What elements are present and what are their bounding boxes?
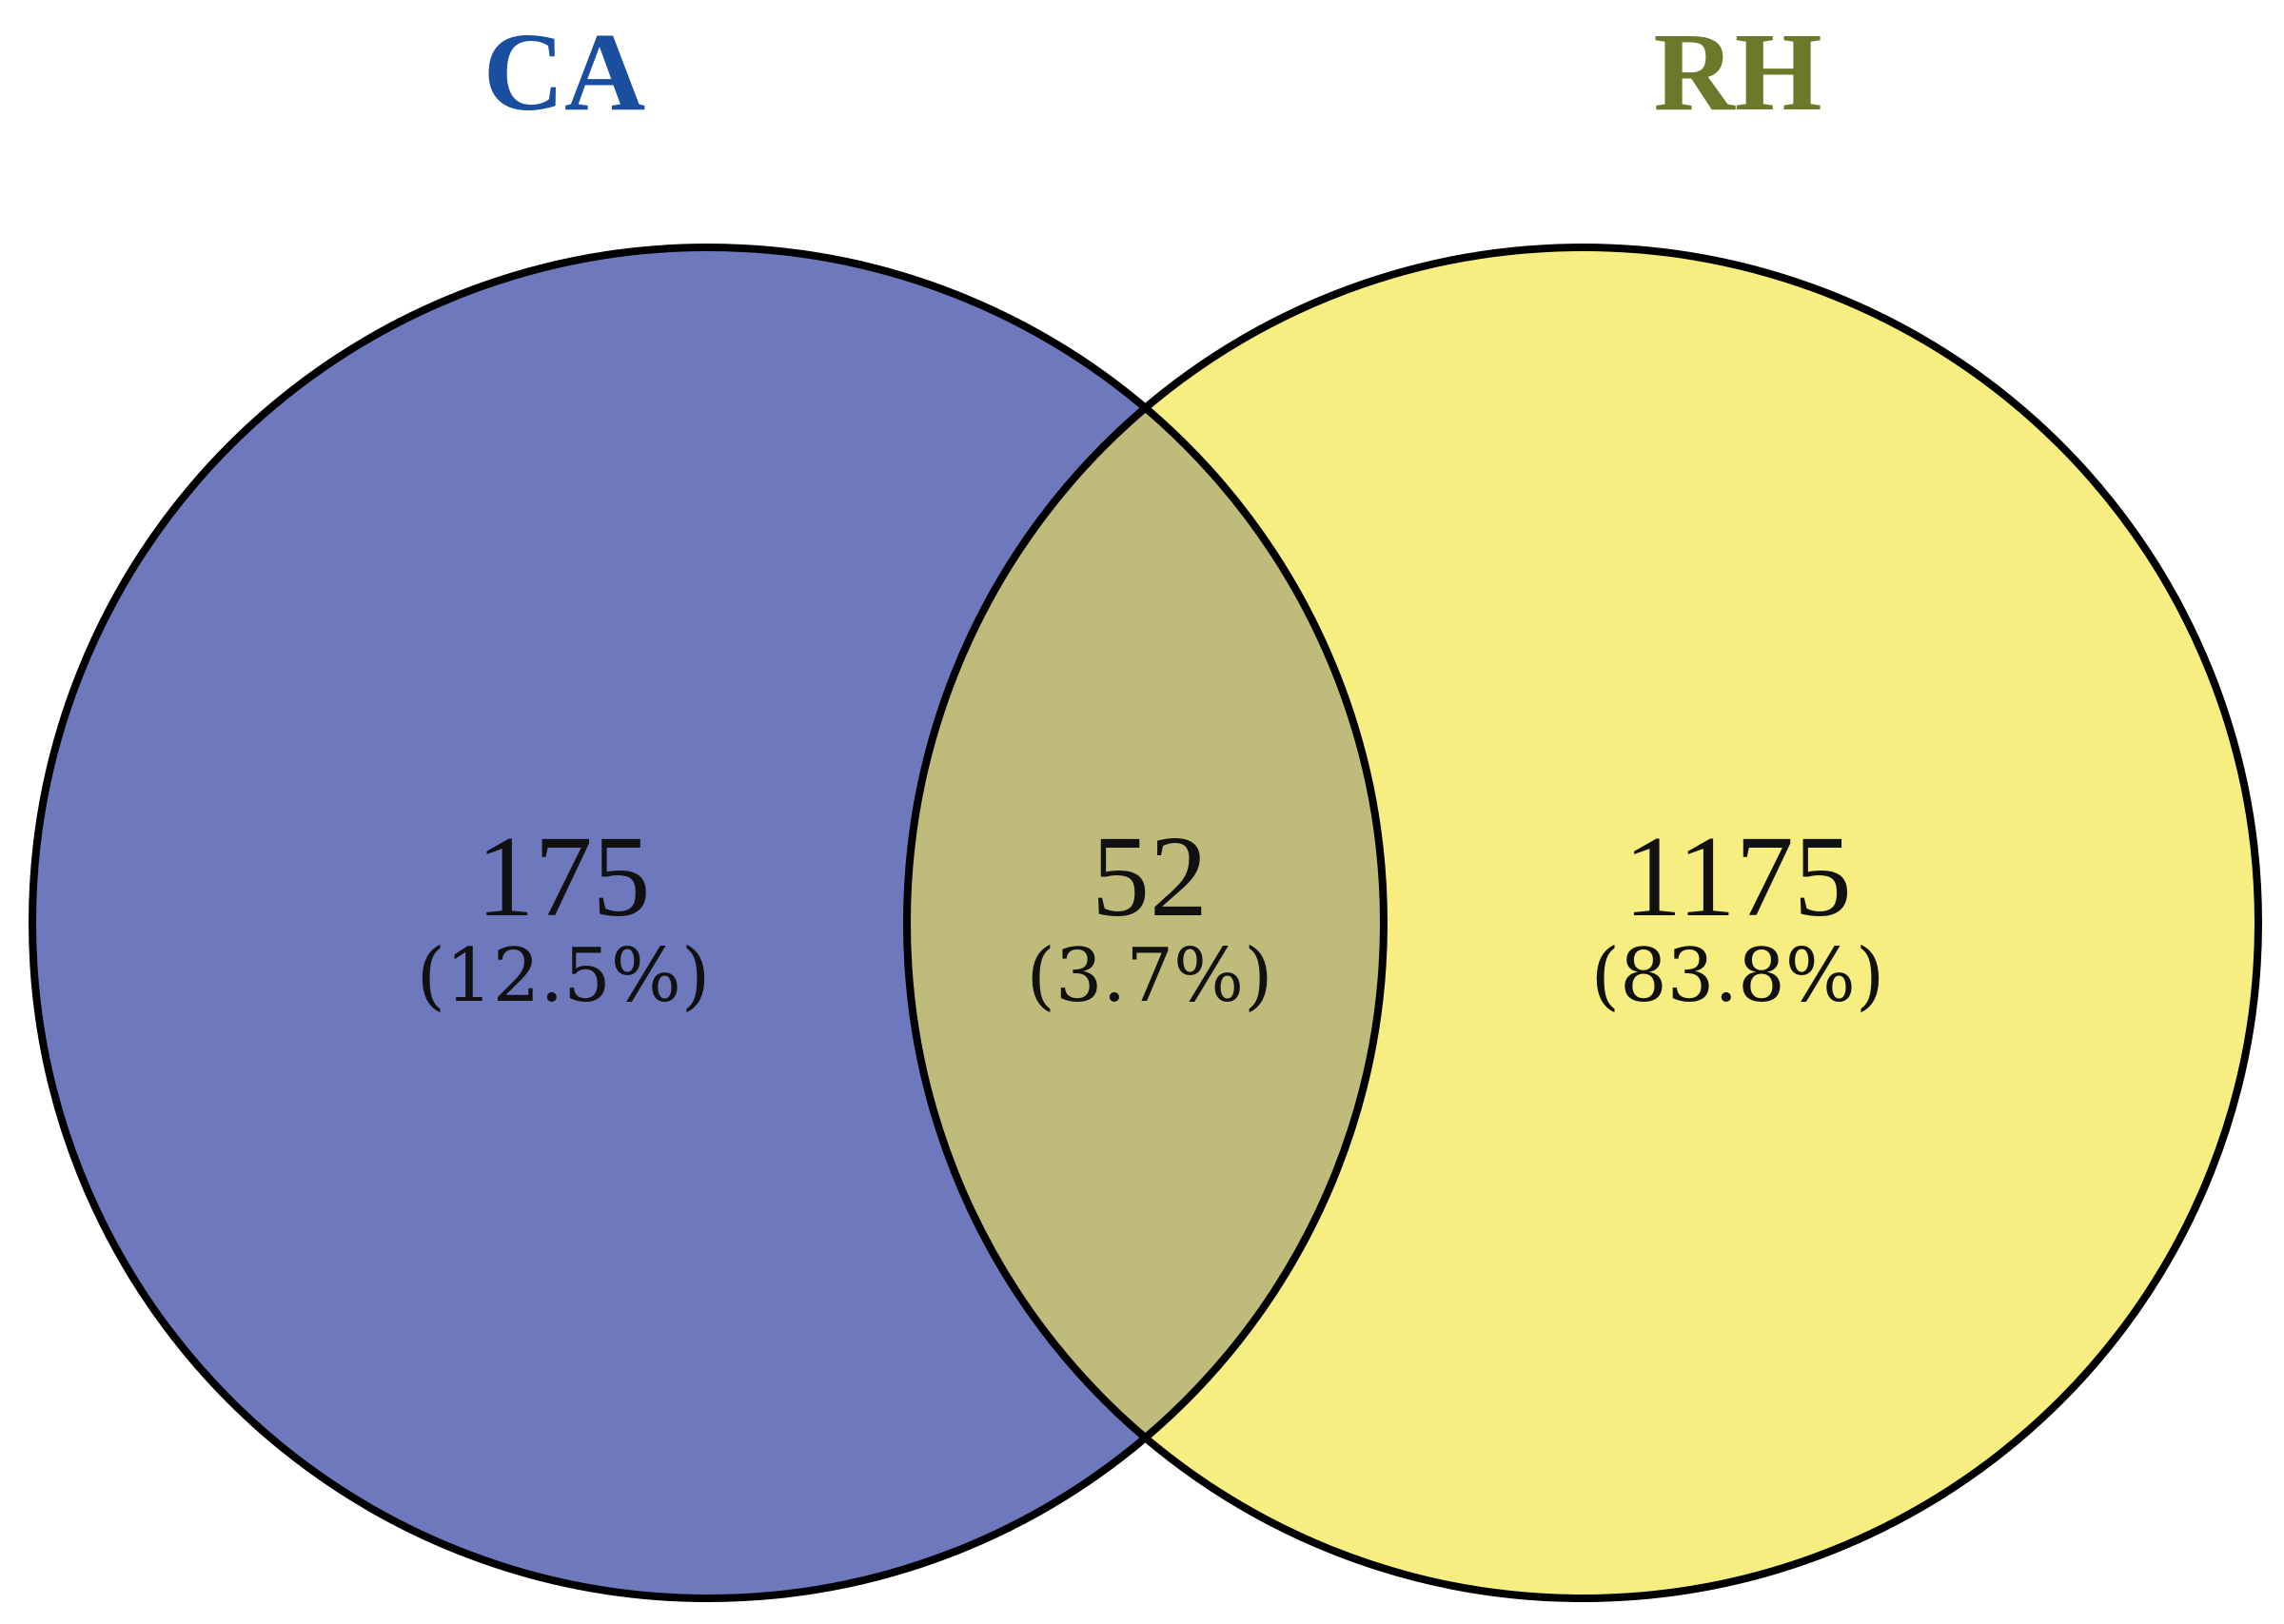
ca-only-percent: (12.5%) [417,933,711,1019]
rh-only-count: 1175 [1624,812,1851,941]
intersection-percent: (3.7%) [1026,933,1272,1019]
set-outline-rh [903,244,2262,1602]
rh-only-percent: (83.8%) [1591,933,1885,1019]
set-title-ca: CA [483,10,645,134]
ca-only-count: 175 [477,812,651,941]
intersection-count: 52 [1092,812,1208,941]
set-outline-ca [29,244,1388,1602]
intersection-region [907,247,1384,1598]
set-title-rh: RH [1654,10,1822,134]
